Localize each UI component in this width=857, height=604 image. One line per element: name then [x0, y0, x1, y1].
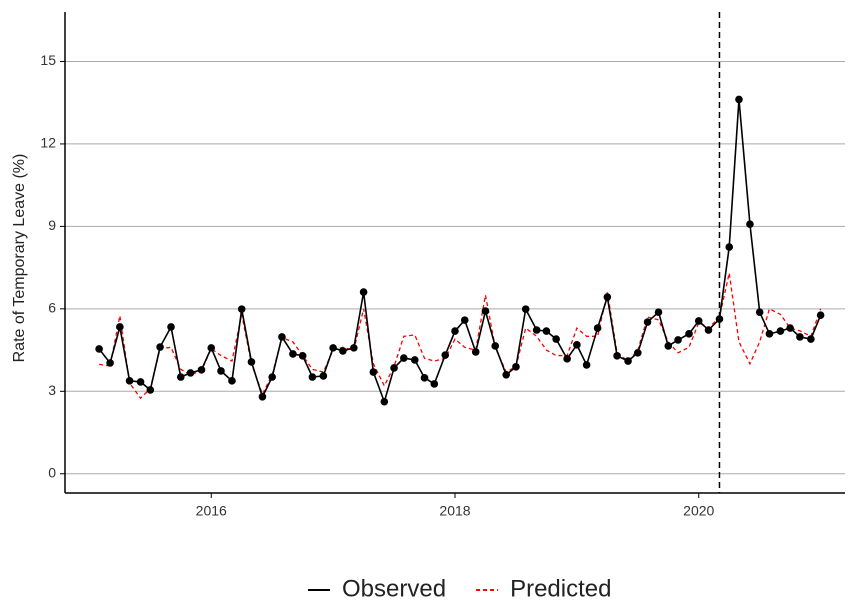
data-point	[807, 335, 815, 343]
y-axis-label: Rate of Temporary Leave (%)	[11, 154, 28, 363]
data-point	[258, 393, 267, 401]
data-point	[674, 336, 682, 344]
data-point	[278, 333, 286, 341]
data-point	[156, 343, 164, 351]
data-point	[664, 342, 673, 350]
data-point	[542, 327, 551, 335]
data-point	[694, 317, 703, 325]
data-point	[685, 330, 693, 338]
data-point	[603, 293, 612, 301]
data-point	[410, 356, 419, 364]
data-point	[491, 342, 500, 350]
data-point	[167, 323, 175, 331]
data-point	[197, 366, 206, 374]
data-point	[582, 361, 591, 369]
data-point	[765, 330, 774, 338]
data-point	[289, 350, 297, 358]
data-point	[643, 318, 652, 326]
x-tick-label: 2018	[439, 503, 470, 519]
data-point	[521, 305, 530, 313]
data-point	[796, 333, 804, 341]
data-point	[786, 324, 794, 332]
data-point	[420, 374, 429, 382]
data-point	[146, 386, 155, 394]
data-point	[350, 344, 358, 352]
x-tick-label: 2020	[683, 503, 714, 519]
y-tick-label: 9	[48, 217, 56, 233]
data-point	[746, 220, 754, 228]
data-point	[471, 348, 480, 356]
data-point	[125, 377, 134, 385]
data-point	[816, 311, 825, 319]
data-point	[460, 316, 469, 324]
data-point	[106, 359, 114, 367]
data-point	[390, 364, 398, 372]
data-point	[776, 327, 785, 335]
data-point	[451, 327, 459, 335]
data-point	[634, 349, 642, 357]
series-line	[99, 272, 822, 400]
data-point	[186, 369, 195, 377]
data-point	[725, 243, 734, 251]
data-point	[441, 351, 450, 359]
x-tick-label: 2016	[196, 503, 227, 519]
data-point	[329, 344, 337, 352]
data-point	[573, 341, 581, 349]
data-point	[593, 324, 602, 332]
data-point	[704, 326, 713, 334]
data-point	[563, 355, 571, 363]
data-point	[380, 397, 389, 406]
data-point	[481, 307, 490, 315]
data-point	[512, 363, 520, 371]
data-point	[136, 378, 145, 386]
data-point	[247, 358, 256, 366]
data-point	[268, 373, 276, 381]
data-point	[430, 380, 439, 388]
data-point	[95, 345, 103, 353]
data-point	[237, 305, 246, 313]
y-tick-label: 0	[48, 464, 56, 480]
data-point	[116, 323, 124, 331]
data-point	[228, 377, 236, 385]
data-point	[715, 315, 724, 323]
data-point	[319, 372, 328, 380]
y-tick-label: 12	[40, 135, 56, 151]
data-point	[217, 367, 225, 375]
data-point	[339, 347, 347, 355]
data-point	[552, 335, 560, 343]
y-tick-label: 6	[48, 300, 56, 316]
data-point	[176, 373, 185, 381]
data-point	[735, 95, 743, 104]
data-point	[624, 357, 632, 365]
data-point	[359, 288, 368, 296]
data-point	[755, 308, 764, 316]
y-tick-label: 3	[48, 382, 56, 398]
data-point	[400, 354, 408, 362]
data-point	[613, 352, 621, 360]
data-point	[369, 368, 378, 376]
data-point	[532, 326, 541, 334]
legend-label: Predicted	[510, 575, 611, 602]
data-point	[308, 373, 317, 381]
data-point	[502, 371, 510, 379]
data-point	[654, 308, 663, 316]
series-line	[98, 99, 822, 405]
data-point	[298, 352, 307, 360]
y-tick-label: 15	[40, 52, 56, 68]
legend-label: Observed	[342, 575, 446, 602]
data-point	[207, 344, 216, 352]
